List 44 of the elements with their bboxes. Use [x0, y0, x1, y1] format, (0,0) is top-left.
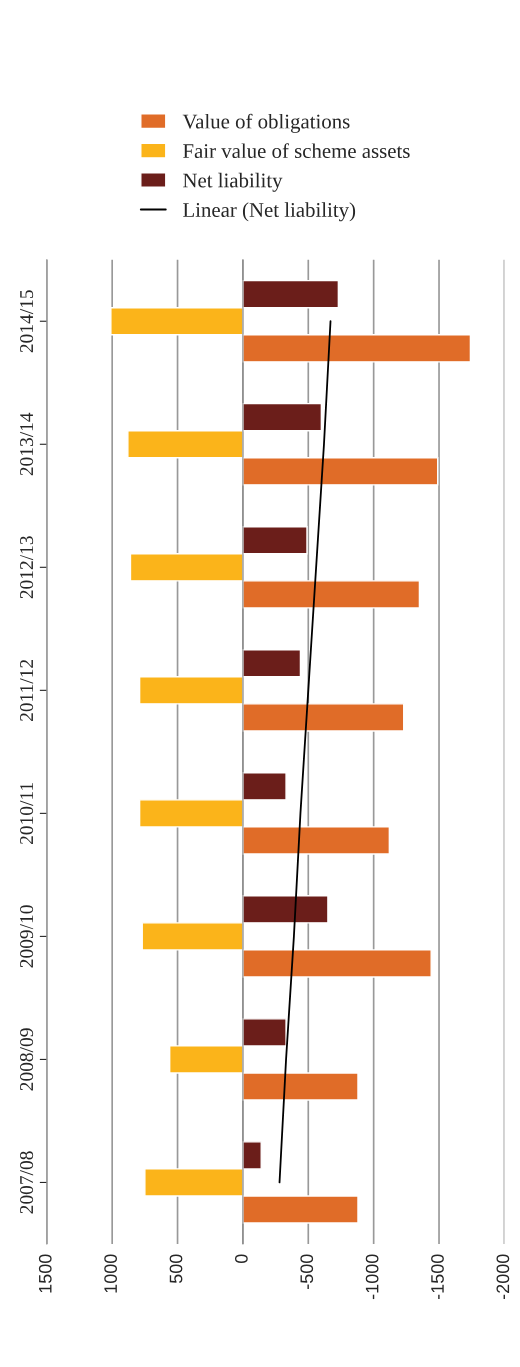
- bar: [242, 402, 323, 432]
- x-tick-label: -2000: [496, 1254, 510, 1300]
- x-tick-label: 1500: [38, 1254, 52, 1293]
- x-tick-label: -500: [300, 1254, 314, 1290]
- bar: [242, 457, 439, 486]
- x-tick-label: -1500: [431, 1254, 444, 1300]
- bar: [169, 1045, 244, 1074]
- y-tick-label: 2011/12: [20, 659, 34, 721]
- bar: [242, 1141, 262, 1170]
- bar: [129, 553, 244, 582]
- y-tick-label: 2008/09: [20, 1028, 34, 1091]
- x-tick-label: 1000: [104, 1254, 118, 1293]
- y-tick-label: 2012/13: [20, 536, 34, 599]
- x-tick-label: 0: [234, 1254, 248, 1264]
- bar: [242, 649, 302, 678]
- x-tick-label: -1000: [365, 1254, 379, 1300]
- bar: [242, 279, 340, 309]
- y-tick-label: 2007/08: [20, 1151, 34, 1214]
- legend-label: Value of obligations: [182, 113, 350, 133]
- legend-label: Net liability: [183, 172, 283, 192]
- y-tick-label: 2009/10: [20, 905, 34, 968]
- bar: [242, 526, 308, 555]
- bar: [127, 430, 244, 459]
- y-tick-label: 2010/11: [20, 783, 34, 845]
- bar: [242, 949, 432, 978]
- bar: [242, 1018, 287, 1047]
- bar: [242, 1195, 359, 1224]
- bar: [138, 676, 244, 705]
- bar: [242, 334, 472, 363]
- y-tick-label: 2013/14: [20, 412, 34, 476]
- x-tick-label: 500: [169, 1254, 183, 1284]
- legend-label: Fair value of scheme assets: [183, 143, 410, 159]
- bar: [242, 826, 391, 855]
- bar: [242, 580, 421, 609]
- bar: [141, 922, 244, 951]
- bar: [242, 895, 329, 924]
- bar: [242, 703, 405, 732]
- y-tick-label: 2014/15: [20, 290, 34, 353]
- bar: [110, 307, 244, 336]
- bar: [242, 1072, 359, 1101]
- bar: [144, 1168, 244, 1197]
- bar: [138, 799, 244, 828]
- legend-label: Linear (Net liability): [183, 202, 356, 222]
- bar: [242, 772, 287, 801]
